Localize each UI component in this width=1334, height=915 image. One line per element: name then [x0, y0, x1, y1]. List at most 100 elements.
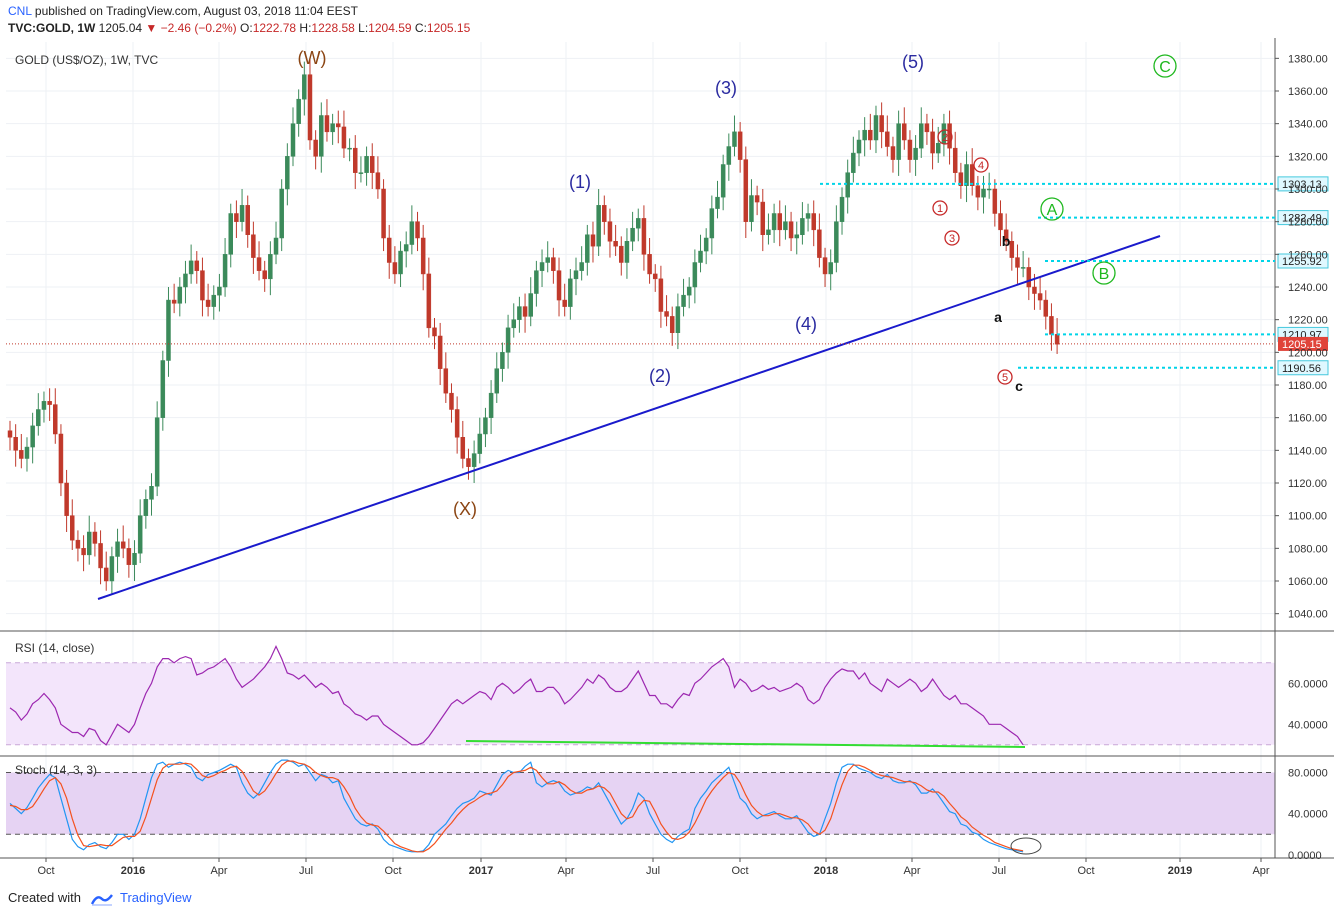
time-axis-label: 2016 — [121, 865, 145, 877]
candle-body — [800, 218, 805, 235]
candle-body — [624, 241, 630, 263]
candle-body — [777, 213, 783, 231]
candle-body — [137, 515, 143, 554]
price-axis-label: 1260.00 — [1288, 249, 1328, 261]
candle-body — [188, 260, 194, 275]
candle-body — [313, 139, 318, 157]
time-axis-label: Jul — [299, 865, 313, 877]
time-axis-label: 2018 — [814, 865, 838, 877]
time-axis-label: Apr — [210, 865, 227, 877]
time-axis-label: Oct — [384, 865, 401, 877]
time-axis-label: Oct — [1077, 865, 1094, 877]
wave-label: 3 — [949, 233, 955, 245]
candle-body — [720, 164, 726, 198]
candle-body — [19, 450, 24, 459]
candle-body — [98, 543, 103, 569]
price-axis-label: 1140.00 — [1288, 445, 1327, 457]
level-tag — [1277, 176, 1329, 192]
candle-body — [868, 129, 873, 141]
candle-body — [641, 218, 647, 255]
candle-body — [132, 552, 137, 565]
candle-body — [75, 539, 81, 549]
candle-body — [851, 152, 856, 173]
candle-body — [36, 409, 41, 427]
candle-body — [403, 244, 409, 252]
level-tag — [1277, 210, 1329, 226]
candle-body — [81, 548, 86, 556]
candle-body — [919, 123, 924, 149]
candle-body — [845, 172, 850, 198]
wave-label: (5) — [902, 52, 924, 72]
candle-body — [726, 146, 732, 165]
header-bar: CNL published on TradingView.com, August… — [0, 0, 1334, 40]
time-axis-label: Oct — [37, 865, 54, 877]
candle-body — [471, 453, 477, 467]
candle-body — [902, 123, 907, 141]
ohlc-low-label: L: — [358, 21, 369, 35]
candle-body — [70, 515, 75, 541]
candle-body — [613, 241, 618, 247]
level-label: 1303.13 — [1282, 179, 1322, 191]
candle-body — [200, 270, 205, 301]
candle-body — [143, 499, 149, 516]
candle-body — [13, 437, 18, 451]
candle-body — [454, 409, 460, 438]
tradingview-brand[interactable]: TradingView — [120, 890, 192, 905]
chart-canvas[interactable]: 1303.131282.491255.921210.971205.151190.… — [0, 38, 1334, 880]
symbol-label: TVC:GOLD, 1W — [8, 21, 96, 35]
candle-body — [205, 299, 211, 307]
candle-body — [211, 294, 217, 307]
wave-label: C — [1159, 59, 1171, 76]
candle-body — [607, 221, 613, 242]
candle-body — [964, 164, 969, 186]
candle-body — [568, 278, 573, 307]
candle-body — [505, 327, 511, 353]
ohlc-close-value: 1205.15 — [426, 21, 471, 35]
candle-body — [24, 446, 30, 459]
candle-body — [737, 131, 743, 160]
candle-body — [443, 368, 449, 394]
time-axis-label: Oct — [731, 865, 748, 877]
time-axis-label: Jul — [646, 865, 660, 877]
author-name[interactable]: CNL — [8, 4, 32, 18]
candle-body — [420, 237, 426, 275]
level-tag — [1277, 253, 1329, 269]
candle-body — [1015, 257, 1020, 268]
candle-body — [500, 352, 505, 369]
candle-body — [1003, 229, 1009, 242]
ohlc-high-label: H: — [299, 21, 312, 35]
candle-body — [364, 156, 369, 173]
candle-body — [1049, 316, 1054, 335]
candle-body — [120, 541, 126, 549]
ohlc-close-label: C: — [414, 21, 427, 35]
rsi-line — [9, 644, 1024, 746]
price-axis-label: 1340.00 — [1288, 119, 1328, 131]
price-pane-title: GOLD (US$/OZ), 1W, TVC — [15, 53, 158, 67]
price-axis: 1040.00 1060.00 1080.00 1100.00 1120.00 1140.… — [1275, 53, 1328, 621]
candle-body — [279, 188, 284, 239]
ohlc-high-value: 1228.58 — [311, 21, 355, 35]
candle-body — [109, 556, 115, 582]
price-axis-label: 1380.00 — [1288, 53, 1328, 65]
candle-body — [432, 327, 437, 337]
wave-label: B — [1099, 266, 1110, 283]
level-label: 1190.56 — [1282, 363, 1321, 375]
price-axis-label: 1240.00 — [1288, 282, 1328, 294]
candle-body — [290, 123, 296, 157]
wave-label: (4) — [795, 314, 817, 334]
wave-label: a — [994, 309, 1002, 325]
wave-circle — [944, 230, 960, 246]
price-axis-label: 1120.00 — [1288, 478, 1327, 490]
candle-body — [64, 482, 69, 516]
candle-body — [579, 262, 584, 271]
candle-body — [896, 123, 901, 160]
price-axis-label: 1160.00 — [1288, 413, 1327, 425]
candle-body — [483, 417, 488, 435]
stoch-axis-label: 80.0000 — [1288, 767, 1328, 779]
candle-body — [58, 433, 64, 484]
candle-body — [296, 98, 301, 124]
time-axis-label: Jul — [992, 865, 1006, 877]
time-axis-label: Apr — [557, 865, 574, 877]
tradingview-logo-icon[interactable] — [90, 892, 113, 906]
candle-body — [986, 188, 992, 191]
